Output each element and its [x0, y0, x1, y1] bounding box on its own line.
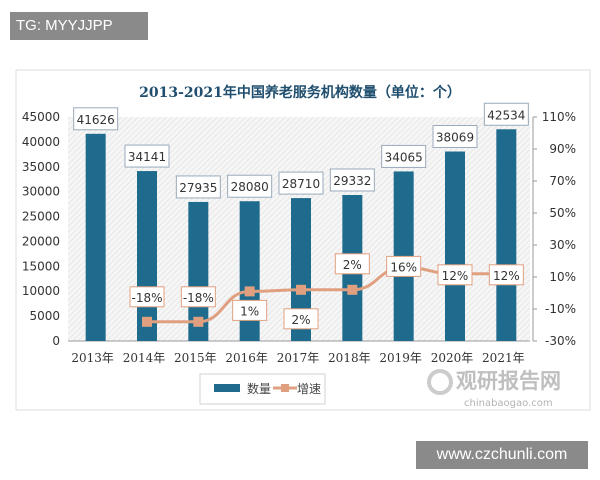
line-data-label: 2%	[291, 313, 310, 327]
line-data-label-box	[488, 264, 524, 286]
bar-data-label-box	[329, 168, 375, 192]
line-data-label-box	[283, 308, 319, 330]
y-right-tick-label: 10%	[549, 270, 576, 284]
bar-data-label: 42534	[487, 108, 525, 122]
y-left-tick-label: 10000	[22, 284, 60, 298]
line-data-label: 12%	[442, 269, 469, 283]
chinabaogao-logo: 观研报告网 chinabaogao.com	[427, 369, 561, 409]
line-data-label-box	[437, 264, 473, 286]
bar-data-label: 29332	[333, 174, 371, 188]
watermark-url: www.czchunli.com	[416, 441, 588, 469]
watermark-top-left: TG: MYYJJPP	[10, 12, 148, 40]
y-left-tick-label: 15000	[22, 259, 60, 273]
bar-data-label: 34065	[385, 150, 423, 164]
y-right-tick-label: 110%	[542, 110, 576, 124]
growth-marker	[142, 316, 152, 327]
y-left-tick-label: 35000	[22, 160, 60, 174]
bar	[496, 129, 517, 341]
bar-data-label: 41626	[77, 113, 115, 127]
line-data-label: 1%	[240, 304, 259, 318]
x-tick-label: 2017年	[277, 351, 320, 365]
y-left-tick-label: 45000	[22, 110, 60, 124]
bar-data-label-box	[175, 175, 221, 199]
legend-label-bar: 数量	[247, 381, 271, 396]
bar-data-label-box	[227, 174, 273, 198]
bar-data-label-box	[483, 102, 529, 126]
bar-data-label-box	[124, 144, 170, 168]
bar-data-label-box	[381, 144, 427, 168]
growth-marker	[244, 286, 255, 297]
x-tick-label: 2014年	[123, 351, 166, 365]
line-data-label: 2%	[343, 258, 362, 272]
y-right-tick-label: -30%	[545, 334, 576, 348]
logo-cn: 观研报告网	[456, 369, 561, 393]
bar-data-label: 28710	[282, 177, 320, 191]
bar-data-label: 27935	[179, 181, 217, 195]
y-right-tick-label: 30%	[549, 238, 576, 252]
x-tick-label: 2013年	[71, 351, 114, 365]
y-right-tick-label: 90%	[549, 142, 576, 156]
growth-marker	[347, 284, 358, 295]
bar-data-label: 28080	[231, 180, 269, 194]
growth-marker	[296, 284, 306, 295]
bar	[85, 133, 106, 341]
y-left-tick-label: 40000	[22, 135, 60, 149]
bar-data-label-box	[432, 125, 478, 149]
bar-data-label: 38069	[436, 131, 474, 145]
legend-marker-line	[281, 384, 289, 392]
line-data-label-box	[180, 286, 216, 308]
y-right-tick-label: 50%	[549, 206, 576, 220]
line-data-label-box	[334, 253, 370, 275]
growth-marker	[193, 316, 204, 327]
x-tick-label: 2018年	[328, 351, 371, 365]
logo-en: chinabaogao.com	[464, 398, 553, 409]
line-data-label: 12%	[493, 269, 520, 283]
line-data-label: -18%	[183, 291, 214, 305]
line-data-label-box	[386, 255, 422, 277]
chart-title: 2013-2021年中国养老服务机构数量（单位：个）	[139, 84, 461, 101]
line-data-label: -18%	[131, 291, 162, 305]
x-tick-label: 2015年	[174, 351, 217, 365]
line-data-label-box	[232, 299, 268, 321]
bar	[137, 171, 157, 341]
bar	[445, 151, 465, 341]
legend: 数量 增速	[199, 373, 326, 405]
x-tick-label: 2019年	[379, 351, 422, 365]
legend-label-line: 增速	[297, 382, 321, 396]
bar-data-label-box	[73, 107, 119, 131]
x-tick-label: 2016年	[225, 351, 268, 365]
bar	[291, 198, 311, 341]
bar-data-label: 34141	[128, 150, 166, 164]
bar-data-label-box	[278, 171, 324, 195]
y-left-tick-label: 20000	[22, 234, 60, 248]
y-left-tick-label: 5000	[29, 309, 60, 323]
x-tick-label: 2021年	[482, 351, 525, 365]
y-right-tick-label: 70%	[549, 174, 576, 188]
y-left-tick-label: 0	[52, 334, 60, 348]
y-left-tick-label: 30000	[22, 185, 60, 199]
y-right-tick-label: -10%	[545, 302, 576, 316]
x-tick-label: 2020年	[431, 351, 474, 365]
legend-swatch-bar	[214, 384, 240, 392]
line-data-label: 16%	[390, 260, 417, 274]
y-left-tick-label: 25000	[22, 210, 60, 224]
line-data-label-box	[129, 286, 165, 308]
